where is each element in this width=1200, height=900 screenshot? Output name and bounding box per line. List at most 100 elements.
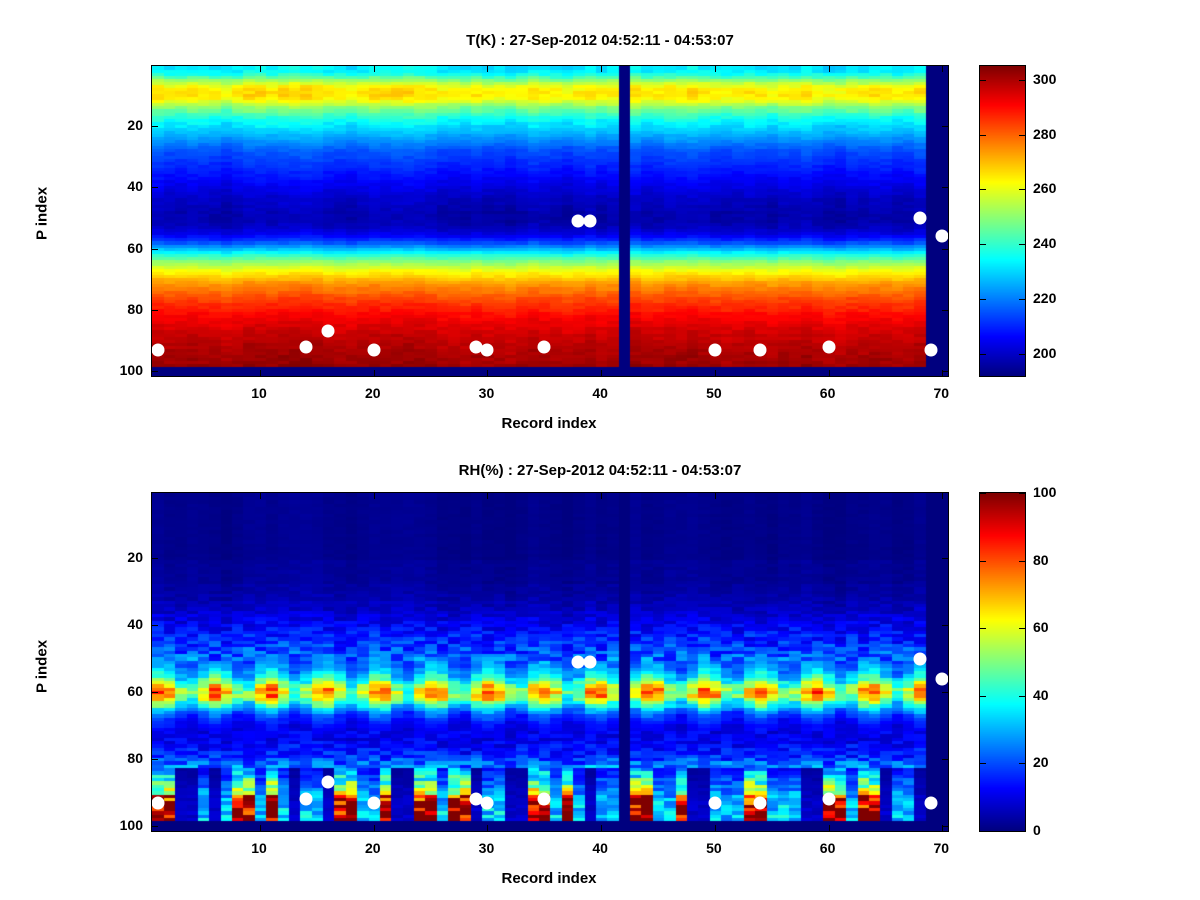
colorbar-tick-label: 100	[1033, 484, 1057, 500]
x-tick-mark	[373, 825, 375, 831]
colorbar-tick-mark	[1019, 354, 1025, 356]
x-tick-label: 70	[933, 385, 950, 401]
colorbar-tick-mark	[1019, 244, 1025, 246]
x-tick-mark	[942, 66, 944, 72]
y-tick-mark	[942, 125, 948, 127]
x-tick-mark	[828, 370, 830, 376]
y-tick-label: 80	[127, 301, 143, 317]
colorbar-tick-mark	[980, 189, 986, 191]
colorbar-tick-mark	[1019, 134, 1025, 136]
temperature-panel: T(K) : 27-Sep-2012 04:52:11 - 04:53:07 R…	[33, 32, 1057, 432]
x-tick-mark	[942, 370, 944, 376]
temperature-colorbar[interactable]	[979, 65, 1026, 377]
x-tick-mark	[487, 493, 489, 499]
humidity-colorbar-gradient	[980, 493, 1025, 831]
temperature-yaxis-label: P index	[33, 186, 51, 241]
temperature-plot-title: T(K) : 27-Sep-2012 04:52:11 - 04:53:07	[466, 32, 734, 49]
colorbar-tick-mark	[1019, 628, 1025, 630]
y-tick-mark	[942, 558, 948, 560]
colorbar-tick-label: 200	[1033, 345, 1057, 362]
temperature-heatmap-axes[interactable]	[151, 65, 949, 377]
humidity-yaxis-label: P index	[33, 639, 51, 694]
humidity-heatmap-axes[interactable]	[151, 492, 949, 832]
colorbar-tick-mark	[1019, 79, 1025, 81]
x-tick-label: 30	[478, 385, 495, 401]
x-tick-mark	[373, 370, 375, 376]
temperature-colorbar-gradient	[980, 66, 1025, 376]
y-tick-label: 40	[127, 616, 143, 633]
x-tick-label: 30	[478, 840, 495, 856]
x-tick-mark	[487, 825, 489, 831]
colorbar-tick-mark	[980, 628, 986, 630]
x-tick-label: 60	[819, 840, 836, 856]
x-tick-label: 70	[933, 840, 950, 856]
humidity-panel: RH(%) : 27-Sep-2012 04:52:11 - 04:53:07 …	[0, 430, 1200, 900]
colorbar-tick-mark	[1019, 560, 1025, 562]
humidity-colorbar[interactable]	[979, 492, 1026, 832]
colorbar-tick-label: 260	[1033, 180, 1057, 197]
x-tick-mark	[260, 370, 262, 376]
x-tick-mark	[828, 825, 830, 831]
temperature-heatmap-image	[152, 66, 948, 376]
y-tick-label: 60	[127, 239, 143, 256]
y-tick-mark	[942, 625, 948, 627]
colorbar-tick-mark	[980, 763, 986, 765]
y-tick-mark	[942, 759, 948, 761]
y-tick-mark	[152, 625, 158, 627]
humidity-heatmap-image	[152, 493, 948, 831]
x-tick-mark	[601, 66, 603, 72]
y-tick-mark	[152, 825, 158, 827]
colorbar-tick-mark	[980, 493, 986, 494]
colorbar-tick-mark	[1019, 831, 1025, 832]
colorbar-tick-mark	[980, 79, 986, 81]
y-tick-label: 100	[119, 816, 143, 833]
colorbar-tick-label: 220	[1033, 290, 1057, 307]
y-tick-mark	[942, 692, 948, 694]
x-tick-mark	[601, 825, 603, 831]
x-tick-mark	[487, 66, 489, 72]
y-tick-label: 20	[127, 116, 143, 133]
y-tick-mark	[152, 558, 158, 560]
x-tick-mark	[601, 370, 603, 376]
colorbar-tick-label: 280	[1033, 125, 1057, 142]
colorbar-tick-mark	[1019, 763, 1025, 765]
y-tick-mark	[152, 310, 158, 311]
y-tick-label: 100	[119, 362, 143, 379]
y-tick-label: 80	[127, 750, 143, 767]
colorbar-tick-mark	[1019, 189, 1025, 191]
y-tick-mark	[942, 825, 948, 827]
y-tick-mark	[152, 125, 158, 127]
x-tick-mark	[260, 825, 262, 831]
y-tick-mark	[942, 187, 948, 189]
x-tick-label: 20	[364, 385, 381, 401]
colorbar-tick-mark	[1019, 695, 1025, 697]
y-tick-mark	[152, 248, 158, 250]
colorbar-tick-mark	[1019, 299, 1025, 301]
x-tick-mark	[260, 66, 262, 72]
x-tick-mark	[714, 825, 716, 831]
x-tick-mark	[942, 493, 944, 499]
colorbar-tick-mark	[980, 244, 986, 246]
colorbar-tick-mark	[980, 560, 986, 562]
x-tick-label: 10	[251, 385, 267, 401]
colorbar-tick-mark	[980, 299, 986, 301]
x-tick-label: 20	[364, 840, 381, 856]
colorbar-tick-label: 60	[1033, 619, 1049, 636]
y-tick-label: 40	[127, 178, 143, 195]
x-tick-label: 50	[706, 385, 722, 401]
colorbar-tick-label: 40	[1033, 686, 1049, 703]
x-tick-mark	[601, 493, 603, 499]
colorbar-tick-mark	[1019, 493, 1025, 494]
y-tick-mark	[942, 248, 948, 250]
x-tick-label: 40	[592, 385, 608, 401]
x-tick-mark	[714, 66, 716, 72]
colorbar-tick-label: 80	[1033, 551, 1049, 568]
y-tick-mark	[152, 187, 158, 189]
x-tick-mark	[373, 66, 375, 72]
y-tick-mark	[152, 759, 158, 761]
x-tick-mark	[714, 370, 716, 376]
x-tick-label: 40	[592, 840, 608, 856]
humidity-plot-title: RH(%) : 27-Sep-2012 04:52:11 - 04:53:07	[458, 462, 742, 479]
temperature-xaxis-label: Record index	[501, 415, 597, 432]
